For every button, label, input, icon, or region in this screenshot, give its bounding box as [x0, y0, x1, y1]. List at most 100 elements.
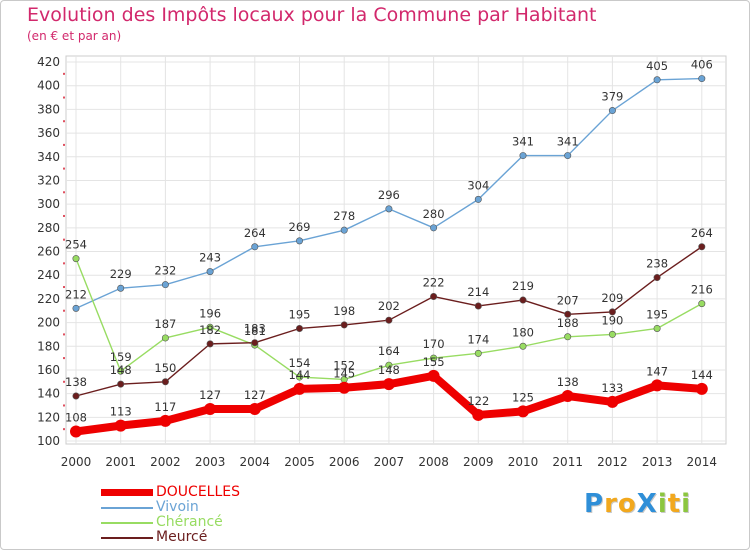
data-point-doucelles [651, 379, 664, 392]
x-tick-label: 2011 [552, 455, 583, 469]
data-label-vivoin: 296 [378, 188, 400, 202]
y-minor-tick [63, 143, 65, 146]
data-label-meurce: 183 [244, 322, 266, 336]
x-tick-label: 2003 [195, 455, 226, 469]
legend-label-meurce: Meurcé [156, 529, 208, 545]
data-point-vivoin [519, 152, 527, 160]
data-point-vivoin [564, 152, 572, 160]
data-point-cherance [653, 324, 661, 332]
y-minor-tick [63, 191, 65, 194]
data-point-meurce [564, 310, 572, 318]
data-label-meurce: 138 [65, 375, 87, 389]
logo-letter: o [617, 489, 637, 519]
data-point-doucelles [204, 403, 217, 416]
data-label-cherance: 188 [557, 316, 579, 330]
y-minor-tick [63, 96, 65, 99]
data-label-cherance: 174 [467, 332, 489, 346]
x-tick-label: 2000 [61, 455, 92, 469]
y-tick-label: 100 [37, 434, 60, 448]
data-point-meurce [653, 274, 661, 282]
data-label-vivoin: 232 [154, 264, 176, 278]
data-point-cherance [161, 334, 169, 342]
data-point-meurce [295, 324, 303, 332]
logo-letter: i [657, 489, 668, 519]
data-label-meurce: 238 [646, 257, 668, 271]
data-point-doucelles [427, 369, 440, 382]
x-tick-label: 2004 [240, 455, 271, 469]
y-tick-label: 340 [37, 150, 60, 164]
data-point-meurce [251, 339, 259, 347]
data-point-vivoin [117, 284, 125, 292]
data-label-doucelles: 144 [691, 368, 713, 382]
data-point-meurce [117, 380, 125, 388]
data-label-doucelles: 127 [244, 388, 266, 402]
data-label-doucelles: 117 [154, 400, 176, 414]
logo-letter: t [667, 489, 682, 519]
data-point-cherance [608, 330, 616, 338]
data-point-doucelles [382, 378, 395, 391]
data-label-meurce: 207 [557, 293, 579, 307]
data-label-cherance: 154 [289, 356, 311, 370]
x-tick-label: 2013 [642, 455, 673, 469]
y-minor-tick [63, 214, 65, 217]
data-label-cherance: 170 [423, 337, 445, 351]
data-point-doucelles [606, 395, 619, 408]
data-label-doucelles: 145 [333, 367, 355, 381]
data-point-meurce [206, 340, 214, 348]
x-tick-label: 2001 [105, 455, 136, 469]
data-point-vivoin [206, 268, 214, 276]
data-point-cherance [117, 367, 125, 375]
y-minor-tick [63, 262, 65, 265]
data-label-meurce: 222 [423, 276, 445, 290]
data-label-vivoin: 341 [512, 135, 534, 149]
y-tick-label: 300 [37, 197, 60, 211]
data-label-doucelles: 133 [601, 381, 623, 395]
data-label-meurce: 214 [467, 285, 489, 299]
x-tick-label: 2014 [687, 455, 718, 469]
data-label-vivoin: 243 [199, 251, 221, 265]
data-point-doucelles [338, 381, 351, 394]
data-label-vivoin: 341 [557, 135, 579, 149]
legend-label-cherance: Chérancé [156, 514, 223, 530]
data-point-vivoin [653, 76, 661, 84]
y-tick-label: 400 [37, 79, 60, 93]
y-tick-label: 180 [37, 339, 60, 353]
data-label-doucelles: 127 [199, 388, 221, 402]
data-label-meurce: 202 [378, 299, 400, 313]
data-label-doucelles: 155 [423, 355, 445, 369]
data-label-meurce: 195 [289, 307, 311, 321]
legend-swatch-cherance [101, 522, 153, 524]
legend-swatch-vivoin [101, 507, 153, 509]
data-label-doucelles: 108 [65, 411, 87, 425]
data-point-meurce [430, 293, 438, 301]
data-point-cherance [430, 354, 438, 362]
x-tick-label: 2007 [374, 455, 405, 469]
data-label-vivoin: 278 [333, 209, 355, 223]
data-point-vivoin [430, 224, 438, 232]
data-label-vivoin: 405 [646, 59, 668, 73]
data-label-meurce: 148 [110, 363, 132, 377]
data-label-meurce: 182 [199, 323, 221, 337]
y-tick-label: 240 [37, 268, 60, 282]
data-point-vivoin [72, 304, 80, 312]
x-tick-label: 2002 [150, 455, 181, 469]
legend-label-doucelles: DOUCELLES [156, 484, 240, 500]
logo-letter: r [604, 489, 618, 519]
y-tick-label: 220 [37, 292, 60, 306]
data-point-vivoin [698, 75, 706, 83]
y-minor-tick [63, 309, 65, 312]
data-point-doucelles [517, 405, 529, 418]
data-point-doucelles [248, 403, 261, 416]
data-point-meurce [608, 308, 616, 316]
data-point-vivoin [340, 226, 348, 234]
data-point-cherance [385, 361, 393, 369]
data-point-vivoin [295, 237, 303, 245]
data-label-vivoin: 304 [467, 178, 489, 192]
x-tick-label: 2010 [508, 455, 539, 469]
data-point-meurce [340, 321, 348, 329]
data-label-cherance: 190 [601, 313, 623, 327]
data-label-vivoin: 212 [65, 287, 87, 301]
chart-title: Evolution des Impôts locaux pour la Comm… [27, 4, 597, 26]
y-minor-tick [63, 357, 65, 360]
